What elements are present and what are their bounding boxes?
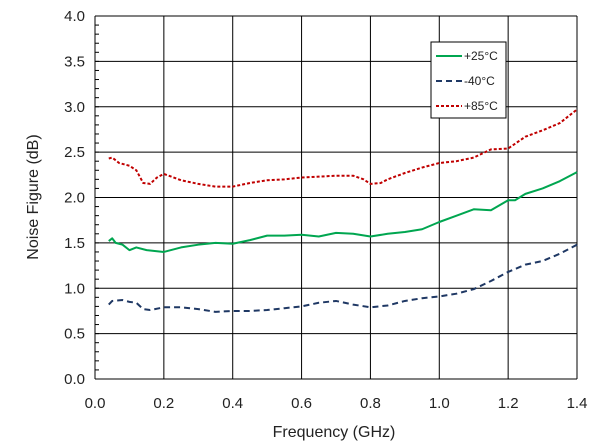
y-tick-label: 3.5 — [64, 53, 85, 70]
y-tick-label: 1.5 — [64, 235, 85, 252]
legend-label-2: +85°C — [464, 99, 498, 113]
legend-label-1: -40°C — [464, 74, 495, 88]
grid — [94, 15, 578, 380]
y-tick-label: 0.0 — [64, 371, 85, 388]
series-line-0 — [108, 171, 578, 253]
y-tick-label: 0.5 — [64, 326, 85, 343]
x-tick-label: 1.0 — [429, 395, 450, 412]
y-tick-label: 4.0 — [64, 8, 85, 25]
y-axis-title: Noise Figure (dB) — [25, 134, 42, 259]
x-tick-label: 1.4 — [567, 395, 588, 412]
x-tick-label: 0.0 — [85, 395, 106, 412]
y-tick-label: 3.0 — [64, 99, 85, 116]
x-tick-label: 0.2 — [153, 395, 174, 412]
y-axis-ticks: 0.0 0.5 1.0 1.5 2.0 2.5 3.0 3.5 4.0 — [64, 8, 85, 388]
legend-label-0: +25°C — [464, 49, 498, 63]
series-lines — [108, 108, 578, 313]
x-axis-title: Frequency (GHz) — [273, 424, 396, 441]
x-axis-ticks: 0.0 0.2 0.4 0.6 0.8 1.0 1.2 1.4 — [85, 395, 588, 412]
y-tick-label: 2.0 — [64, 190, 85, 207]
series-line-2 — [108, 108, 578, 188]
x-tick-label: 0.6 — [291, 395, 312, 412]
legend: +25°C -40°C +85°C — [430, 41, 507, 119]
y-tick-label: 1.0 — [64, 280, 85, 297]
x-tick-label: 0.8 — [360, 395, 381, 412]
x-tick-label: 1.2 — [498, 395, 519, 412]
y-tick-label: 2.5 — [64, 144, 85, 161]
x-tick-label: 0.4 — [222, 395, 243, 412]
